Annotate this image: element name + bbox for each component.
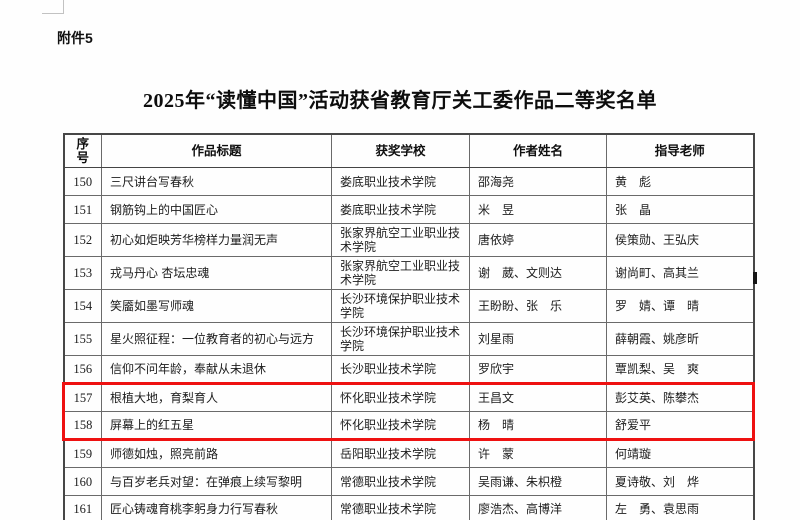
cell-no: 154 <box>63 289 102 323</box>
page-corner-mark <box>42 0 64 14</box>
cell-title: 星火照征程：一位教育者的初心与远方 <box>101 322 332 356</box>
cell-teachers: 夏诗敬、刘 烨 <box>606 467 754 496</box>
cell-school: 岳阳职业技术学院 <box>331 439 470 468</box>
cell-school: 长沙职业技术学院 <box>331 355 470 384</box>
page-title: 2025年“读懂中国”活动获省教育厅关工委作品二等奖名单 <box>143 90 657 112</box>
cell-teachers: 彭艾英、陈攀杰 <box>606 382 755 412</box>
cell-title: 初心如炬映芳华榜样力量润无声 <box>101 223 332 257</box>
column-header-title: 作品标题 <box>101 133 332 168</box>
cell-teachers: 覃凯梨、吴 爽 <box>606 355 754 384</box>
cell-teachers: 罗 婧、谭 晴 <box>606 289 754 323</box>
cell-authors: 邵海尧 <box>469 167 607 196</box>
cell-title: 根植大地，育梨育人 <box>101 382 332 412</box>
table-row: 150 三尺讲台写春秋 娄底职业技术学院 邵海尧黄 彪 <box>63 167 754 196</box>
table-row: 153 戎马丹心 杏坛忠魂 张家界航空工业职业技术学院谢 葳、文则达 谢尚町、高其兰 <box>63 256 754 290</box>
cell-authors: 王昌文 <box>469 382 607 412</box>
cell-title: 戎马丹心 杏坛忠魂 <box>101 256 332 290</box>
cell-school: 怀化职业技术学院 <box>331 411 470 441</box>
cell-title: 笑靥如墨写师魂 <box>101 289 332 323</box>
cell-title: 信仰不问年龄，奉献从未退休 <box>101 355 332 384</box>
cell-school: 常德职业技术学院 <box>331 495 470 520</box>
cell-teachers: 张 晶 <box>606 195 754 224</box>
cell-authors: 杨 晴 <box>469 411 607 441</box>
cell-no: 159 <box>63 439 102 468</box>
table-body: 150 三尺讲台写春秋 娄底职业技术学院 邵海尧黄 彪 151 钢筋钩上的中国匠心 娄底职业… <box>62 167 755 520</box>
cell-teachers: 薛朝霞、姚彦昕 <box>606 322 754 356</box>
cell-no: 153 <box>63 256 102 290</box>
cell-school: 张家界航空工业职业技术学院 <box>331 223 470 257</box>
cell-teachers: 谢尚町、高其兰 <box>606 256 754 290</box>
table-row: 154 笑靥如墨写师魂 长沙环境保护职业技术学院 王盼盼、张 乐罗 婧、谭 晴 <box>63 289 754 323</box>
column-header-school: 获奖学校 <box>331 133 470 168</box>
cell-authors: 许 蒙 <box>469 439 607 468</box>
cell-no: 158 <box>62 411 102 441</box>
cell-teachers: 侯策勋、王弘庆 <box>606 223 754 257</box>
cell-school: 娄底职业技术学院 <box>331 195 470 224</box>
cell-authors: 刘星雨 <box>469 322 607 356</box>
cell-authors: 罗欣宇 <box>469 355 607 384</box>
table-row: 155 星火照征程：一位教育者的初心与远方 长沙环境保护职业技术学院 刘星雨 薛朝霞、姚… <box>63 322 754 356</box>
cell-authors: 王盼盼、张 乐 <box>469 289 607 323</box>
table-row: 161 匠心铸魂育桃李躬身力行写春秋 常德职业技术学院 廖浩杰、高博洋左 勇、袁思雨 <box>63 495 754 520</box>
attachment-label: 附件5 <box>57 30 93 46</box>
cell-school: 长沙环境保护职业技术学院 <box>331 322 470 356</box>
cell-no: 157 <box>62 382 102 412</box>
cell-title: 三尺讲台写春秋 <box>101 167 332 196</box>
cell-teachers: 何靖璇 <box>606 439 754 468</box>
cell-teachers: 舒爱平 <box>606 411 755 441</box>
cell-no: 150 <box>63 167 102 196</box>
cell-school: 长沙环境保护职业技术学院 <box>331 289 470 323</box>
cell-no: 156 <box>63 355 102 384</box>
cell-title: 匠心铸魂育桃李躬身力行写春秋 <box>101 495 332 520</box>
table-row: 151 钢筋钩上的中国匠心 娄底职业技术学院米 昱张 晶 <box>63 195 754 224</box>
cell-title: 屏幕上的红五星 <box>101 411 332 441</box>
cell-no: 152 <box>63 223 102 257</box>
cell-no: 155 <box>63 322 102 356</box>
column-header-teachers: 指导老师 <box>606 133 754 168</box>
table-row-highlighted: 157 根植大地，育梨育人 怀化职业技术学院 王昌文 彭艾英、陈攀杰 <box>62 382 755 412</box>
column-header-authors: 作者姓名 <box>469 133 607 168</box>
cell-no: 161 <box>63 495 102 520</box>
table-row: 156 信仰不问年龄，奉献从未退休 长沙职业技术学院 罗欣宇 覃凯梨、吴 爽 <box>63 355 754 384</box>
cell-title: 与百岁老兵对望：在弹痕上续写黎明 <box>101 467 332 496</box>
table-row-highlighted: 158 屏幕上的红五星 怀化职业技术学院杨 晴舒爱平 <box>62 411 755 441</box>
cell-authors: 谢 葳、文则达 <box>469 256 607 290</box>
cell-title: 钢筋钩上的中国匠心 <box>101 195 332 224</box>
cell-authors: 唐依婷 <box>469 223 607 257</box>
table-header: 序号 作品标题 获奖学校 作者姓名 指导老师 <box>63 133 754 168</box>
cell-no: 151 <box>63 195 102 224</box>
cell-school: 张家界航空工业职业技术学院 <box>331 256 470 290</box>
cell-teachers: 左 勇、袁思雨 <box>606 495 754 520</box>
cell-teachers: 黄 彪 <box>606 167 754 196</box>
cell-no: 160 <box>63 467 102 496</box>
table-row: 159 师德如烛，照亮前路 岳阳职业技术学院许 蒙何靖璇 <box>63 439 754 468</box>
cell-school: 常德职业技术学院 <box>331 467 470 496</box>
table-row: 160 与百岁老兵对望：在弹痕上续写黎明 常德职业技术学院 吴雨谦、朱枳橙 夏诗敬、刘 … <box>63 467 754 496</box>
awards-table: 序号 作品标题 获奖学校 作者姓名 指导老师 150 三尺讲台写春秋 娄底职业技术学院 邵海尧… <box>62 133 755 520</box>
cell-authors: 廖浩杰、高博洋 <box>469 495 607 520</box>
header-row: 序号 作品标题 获奖学校 作者姓名 指导老师 <box>63 133 754 168</box>
table-row: 152 初心如炬映芳华榜样力量润无声 张家界航空工业职业技术学院 唐依婷 侯策勋、王弘庆 <box>63 223 754 257</box>
cell-authors: 吴雨谦、朱枳橙 <box>469 467 607 496</box>
cell-title: 师德如烛，照亮前路 <box>101 439 332 468</box>
column-header-no: 序号 <box>63 133 102 168</box>
cursor-mark <box>753 272 757 284</box>
cell-school: 怀化职业技术学院 <box>331 382 470 412</box>
cell-authors: 米 昱 <box>469 195 607 224</box>
cell-school: 娄底职业技术学院 <box>331 167 470 196</box>
